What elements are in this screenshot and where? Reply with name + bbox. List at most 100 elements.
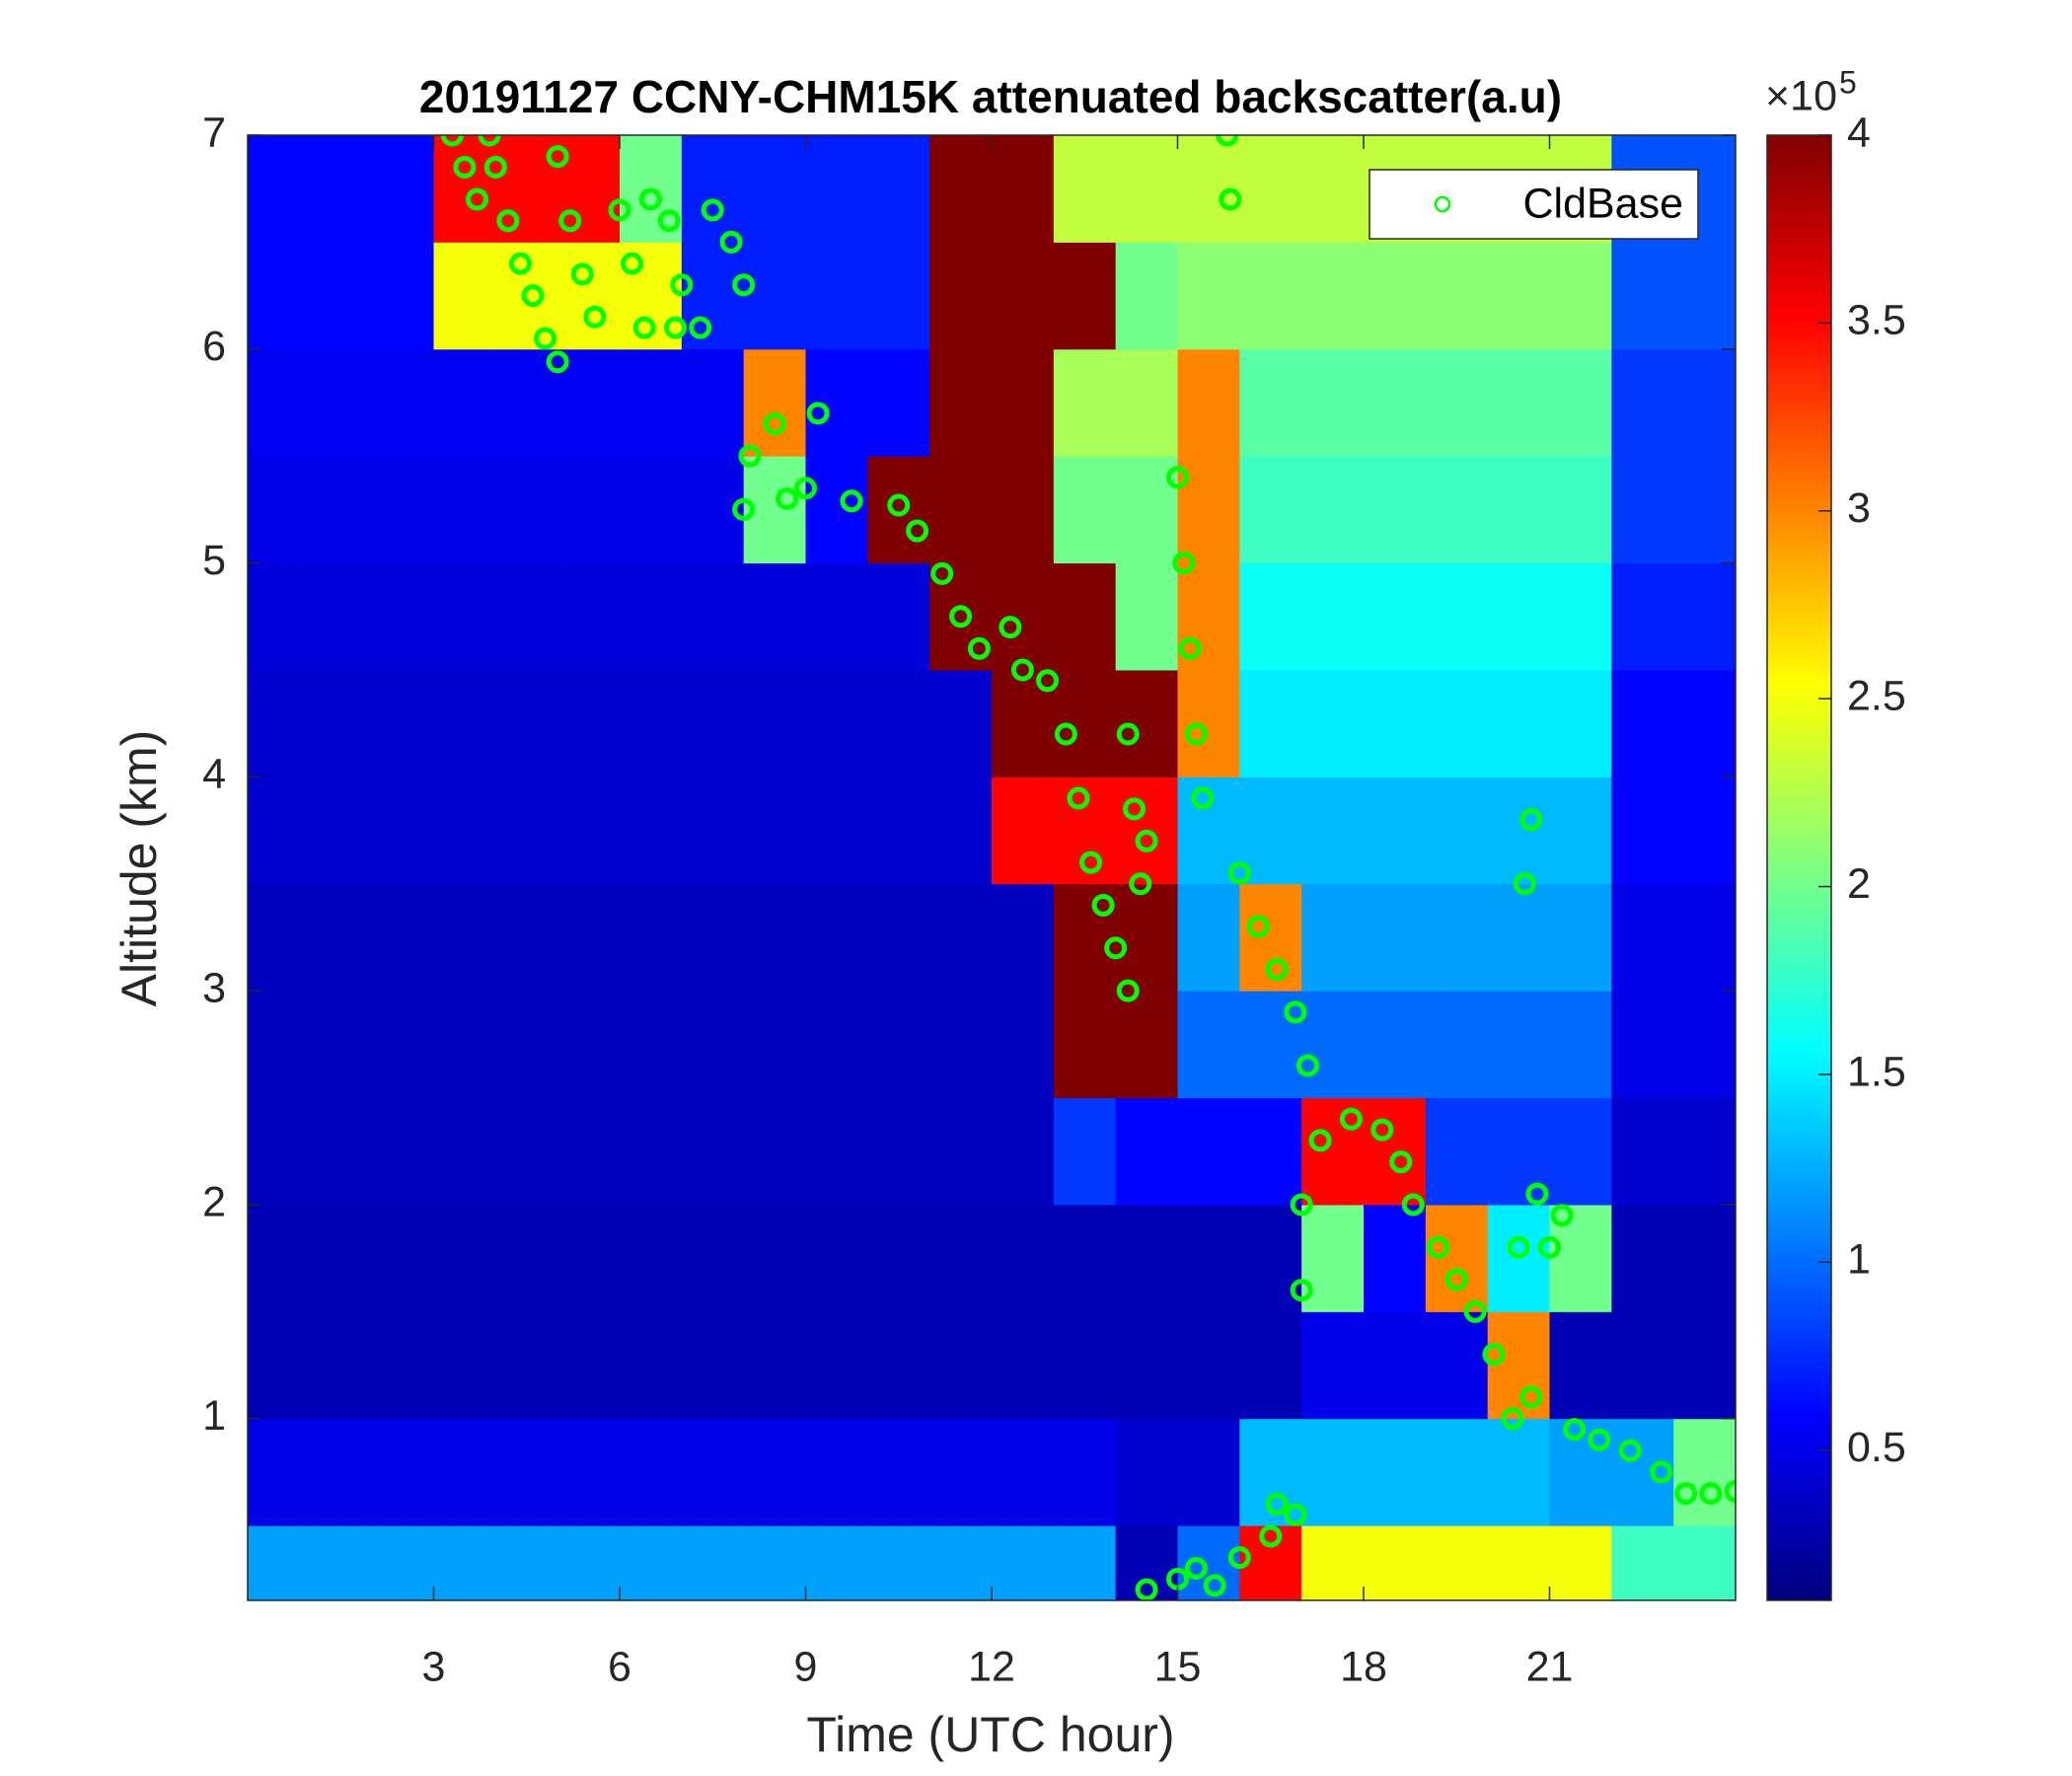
cloud-base-point <box>1104 936 1128 960</box>
y-tick-label: 4 <box>202 751 226 798</box>
heat-cell <box>248 991 311 1099</box>
heat-cell <box>495 883 558 992</box>
heat-cell <box>992 242 1055 350</box>
cloud-base-point <box>1295 1054 1319 1077</box>
heat-cell <box>1425 1204 1489 1312</box>
cloud-base-point <box>1339 1107 1363 1131</box>
cloud-base-point <box>1724 1479 1736 1503</box>
heat-cell <box>1239 348 1302 457</box>
cloud-base-point <box>1308 1129 1332 1152</box>
cloud-base-point <box>558 209 582 233</box>
cloud-base-point <box>906 519 929 543</box>
cloud-base-point <box>1550 1204 1574 1227</box>
heat-cell <box>1673 991 1736 1099</box>
cloud-base-point <box>632 316 656 339</box>
heat-cell <box>1053 1525 1117 1600</box>
heat-cell <box>1425 883 1489 992</box>
heat-cell <box>1549 456 1612 564</box>
heat-cell <box>929 1204 993 1312</box>
heat-cell <box>992 135 1055 243</box>
heat-cell <box>867 1525 930 1600</box>
heat-cell <box>309 777 373 885</box>
heat-cell <box>1053 242 1117 350</box>
heat-cell <box>1673 242 1736 350</box>
heat-cell <box>1053 883 1117 992</box>
heat-cell <box>620 669 683 777</box>
cloud-base-point <box>1123 797 1147 821</box>
heat-cell <box>929 242 993 350</box>
heat-cell <box>1611 669 1674 777</box>
heat-cell <box>620 777 683 885</box>
heat-cell <box>371 348 434 457</box>
heat-cell <box>743 1525 806 1600</box>
heat-cell <box>1611 1097 1674 1206</box>
heat-cell <box>620 1525 683 1600</box>
heat-cell <box>743 135 806 243</box>
heat-cell <box>1301 1418 1365 1526</box>
heat-cell <box>557 883 621 992</box>
heat-cell <box>1301 348 1365 457</box>
heat-cell <box>743 1418 806 1526</box>
cloud-base-point <box>1135 829 1158 852</box>
x-tick-label: 15 <box>1154 1643 1202 1690</box>
heat-cell <box>1239 1097 1302 1206</box>
heat-cell <box>248 1311 311 1420</box>
heat-cell <box>309 883 373 992</box>
heat-cell <box>1301 135 1365 243</box>
heat-cell <box>1239 669 1302 777</box>
heat-cell <box>557 562 621 671</box>
heatmap <box>248 135 1736 1600</box>
heat-cell <box>1239 456 1302 564</box>
heat-cell <box>309 669 373 777</box>
heat-cell <box>743 883 806 992</box>
cloud-base-point <box>1067 786 1090 810</box>
heat-cell <box>309 991 373 1099</box>
heat-cell <box>1673 1525 1736 1600</box>
heat-cell <box>992 456 1055 564</box>
heat-cell <box>433 1204 496 1312</box>
heat-cell <box>1425 991 1489 1099</box>
heat-cell <box>929 1097 993 1206</box>
heat-cell <box>620 456 683 564</box>
y-tick-label: 3 <box>202 965 226 1012</box>
heat-cell <box>1487 777 1550 885</box>
colorbar-tick-label: 1 <box>1847 1236 1871 1284</box>
cloud-base-point <box>1135 1578 1158 1600</box>
cloud-base-point <box>1290 1193 1313 1217</box>
cloud-base-point <box>1129 872 1152 896</box>
x-tick-label: 18 <box>1340 1643 1387 1690</box>
heat-cell <box>248 456 311 564</box>
legend-label: CldBase <box>1522 180 1683 227</box>
heat-cell <box>1364 562 1427 671</box>
heat-cell <box>495 1525 558 1600</box>
heat-cell <box>1301 669 1365 777</box>
cloud-base-point <box>1219 187 1242 211</box>
heat-cell <box>1364 1525 1427 1600</box>
heat-cell <box>433 1311 496 1420</box>
heat-cell <box>743 669 806 777</box>
cloud-base-point <box>453 156 477 180</box>
heat-cell <box>1611 1525 1674 1600</box>
heat-cell <box>867 348 930 457</box>
x-tick-label: 3 <box>422 1643 446 1690</box>
heat-cell <box>620 1204 683 1312</box>
heat-cell <box>1425 1311 1489 1420</box>
x-axis-label: Time (UTC hour) <box>806 1707 1174 1762</box>
heat-cell <box>1549 669 1612 777</box>
x-tick-label: 12 <box>968 1643 1015 1690</box>
cloud-base-point <box>840 489 863 513</box>
cloud-base-point <box>1513 872 1536 896</box>
heat-cell <box>1611 777 1674 885</box>
cloud-base-point <box>1116 722 1140 746</box>
heat-cell <box>929 1525 993 1600</box>
heat-cell <box>1425 669 1489 777</box>
heat-cell <box>1549 562 1612 671</box>
heat-cell <box>805 669 868 777</box>
heat-cell <box>371 135 434 243</box>
heat-cell <box>1239 562 1302 671</box>
heat-cell <box>1425 1097 1489 1206</box>
heat-cell <box>433 1097 496 1206</box>
heat-cell <box>309 1097 373 1206</box>
heat-cell <box>867 562 930 671</box>
heat-cell <box>805 1311 868 1420</box>
